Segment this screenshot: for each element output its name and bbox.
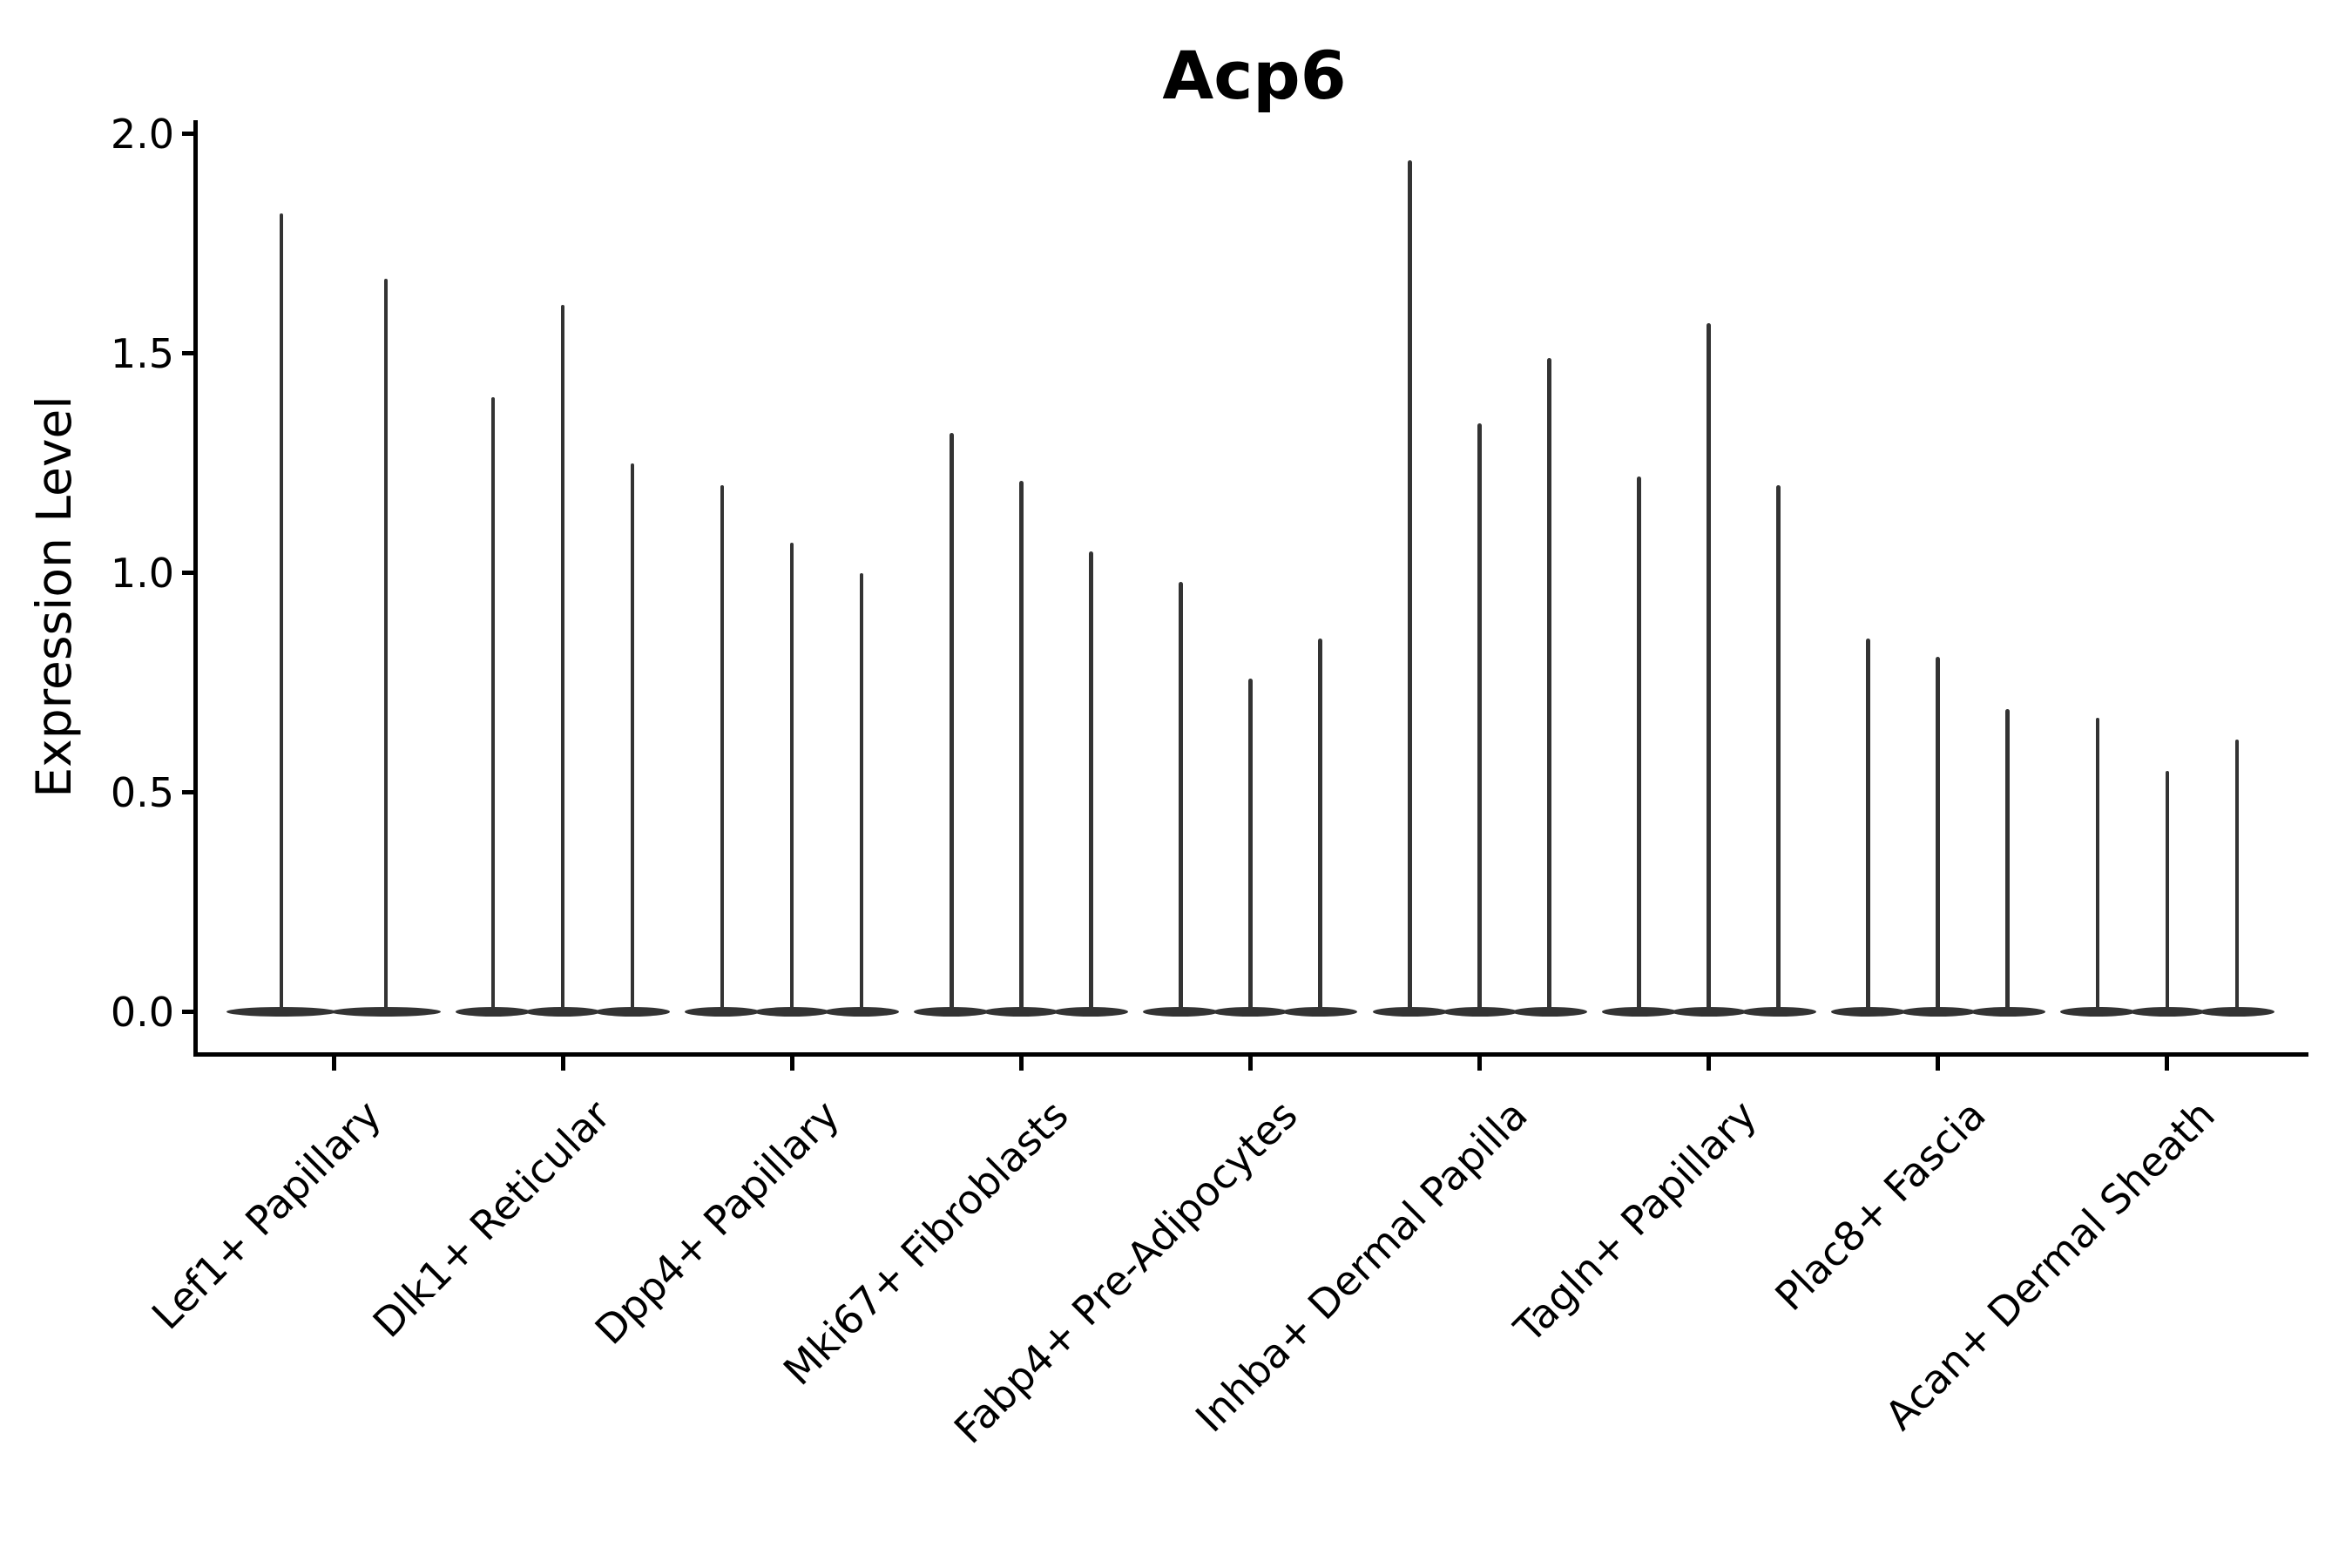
violin-spike xyxy=(1019,480,1024,1014)
violin-spike xyxy=(1248,678,1253,1014)
violin-spike xyxy=(720,485,725,1014)
x-tick-label: Lef1+ Papillary xyxy=(142,1091,390,1339)
violin-spike xyxy=(1477,423,1482,1014)
y-tick-label: 0.0 xyxy=(110,988,174,1036)
violin-spike xyxy=(383,279,389,1014)
violin-spike xyxy=(2095,718,2100,1014)
x-tick-mark xyxy=(1707,1057,1712,1071)
violin-spike xyxy=(1318,639,1322,1014)
x-tick-mark xyxy=(1247,1057,1253,1071)
y-tick-mark xyxy=(182,132,193,137)
violin-spike xyxy=(1547,357,1551,1014)
violin-spike xyxy=(1089,551,1093,1014)
chart-title: Acp6 xyxy=(1162,37,1347,114)
violin-spike xyxy=(1408,160,1412,1014)
x-tick-label: Dlk1+ Reticular xyxy=(363,1091,619,1347)
violin-spike xyxy=(1776,485,1781,1014)
violin-spike xyxy=(950,432,954,1014)
x-tick-mark xyxy=(1477,1057,1482,1071)
violin-spike xyxy=(560,305,565,1014)
violin-spike xyxy=(1866,639,1870,1014)
left-axis-spine xyxy=(193,120,198,1057)
y-tick-label: 2.0 xyxy=(110,110,174,158)
x-tick-mark xyxy=(331,1057,336,1071)
bottom-axis-spine xyxy=(193,1052,2308,1057)
violin-spike xyxy=(1936,656,1940,1014)
x-tick-label: Plac8+ Fascia xyxy=(1766,1091,1995,1320)
violin-spike xyxy=(2005,709,2010,1014)
violin-spike xyxy=(859,572,864,1014)
violin-spike xyxy=(490,397,496,1014)
x-tick-mark xyxy=(1018,1057,1024,1071)
y-tick-mark xyxy=(182,790,193,795)
y-tick-label: 0.5 xyxy=(110,768,174,816)
x-tick-mark xyxy=(789,1057,794,1071)
x-tick-mark xyxy=(1936,1057,1941,1071)
violin-spike xyxy=(789,542,794,1014)
x-tick-mark xyxy=(560,1057,565,1071)
violin-spike xyxy=(630,463,635,1014)
violin-spike xyxy=(1707,322,1711,1014)
x-tick-label: Dpp4+ Papillary xyxy=(585,1091,848,1354)
violin-spike xyxy=(2234,740,2240,1014)
violin-spike xyxy=(2165,770,2170,1014)
y-tick-label: 1.0 xyxy=(110,549,174,597)
y-tick-label: 1.5 xyxy=(110,329,174,377)
violin-spike xyxy=(1637,476,1641,1014)
violin-spike xyxy=(279,213,284,1014)
y-tick-mark xyxy=(182,351,193,356)
violin-spike xyxy=(1179,581,1183,1014)
x-tick-label: Tagln+ Papillary xyxy=(1504,1091,1766,1352)
y-tick-mark xyxy=(182,1010,193,1015)
x-tick-mark xyxy=(2165,1057,2170,1071)
y-tick-mark xyxy=(182,571,193,576)
